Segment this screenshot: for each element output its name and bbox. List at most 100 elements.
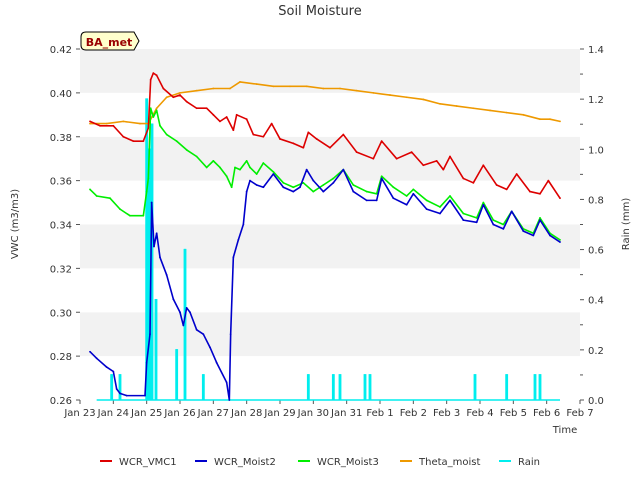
data-point bbox=[202, 333, 205, 336]
data-point bbox=[449, 155, 451, 158]
data-point bbox=[539, 192, 541, 195]
data-point bbox=[322, 190, 325, 193]
data-point bbox=[492, 223, 495, 226]
grid-band bbox=[80, 268, 580, 313]
right-axis-label: Rain (mm) bbox=[621, 198, 632, 251]
data-point bbox=[189, 311, 191, 314]
data-point bbox=[522, 113, 525, 116]
data-point bbox=[322, 87, 325, 90]
right-tick-label: 0.2 bbox=[588, 346, 604, 357]
data-point bbox=[239, 81, 241, 83]
data-point bbox=[482, 203, 485, 206]
site-badge-box bbox=[80, 31, 140, 51]
data-point bbox=[152, 72, 155, 75]
rain-spike-point bbox=[369, 374, 371, 376]
data-point bbox=[119, 208, 121, 211]
data-point bbox=[439, 212, 441, 215]
data-point bbox=[99, 124, 101, 127]
legend-item: Rain bbox=[499, 457, 540, 468]
grid-band bbox=[80, 136, 580, 181]
right-tick-label: 0.6 bbox=[588, 246, 604, 257]
data-point bbox=[109, 197, 111, 200]
data-point bbox=[225, 381, 228, 384]
data-point bbox=[482, 164, 485, 167]
rain-spike-point bbox=[155, 298, 157, 301]
data-point bbox=[410, 151, 413, 154]
data-point bbox=[389, 94, 391, 96]
legend-label: WCR_Moist2 bbox=[214, 457, 276, 468]
data-point bbox=[147, 177, 150, 180]
data-point bbox=[175, 140, 178, 143]
data-point bbox=[380, 140, 383, 143]
data-point bbox=[495, 184, 498, 186]
data-point bbox=[132, 140, 135, 143]
data-point bbox=[472, 181, 475, 184]
grid-band bbox=[80, 356, 580, 400]
data-point bbox=[365, 190, 368, 193]
data-point bbox=[215, 361, 218, 364]
data-point bbox=[307, 131, 310, 134]
data-point bbox=[239, 168, 241, 171]
data-point bbox=[185, 100, 188, 103]
legend-label: WCR_VMC1 bbox=[119, 457, 177, 468]
rain-spike-point bbox=[307, 374, 310, 376]
data-point bbox=[352, 184, 355, 186]
data-point bbox=[492, 219, 495, 222]
data-point bbox=[249, 166, 251, 169]
data-point bbox=[475, 217, 478, 219]
data-point bbox=[159, 256, 161, 259]
x-tick-label: Jan 28 bbox=[230, 408, 262, 419]
legend-label: WCR_Moist3 bbox=[317, 457, 379, 468]
data-point bbox=[475, 221, 478, 224]
data-point bbox=[235, 113, 238, 116]
x-tick-label: Feb 3 bbox=[433, 408, 460, 419]
rain-spike-point bbox=[110, 374, 113, 376]
data-point bbox=[179, 94, 181, 96]
data-point bbox=[342, 133, 345, 136]
data-point bbox=[105, 366, 108, 368]
data-point bbox=[435, 159, 438, 162]
rain-spike-point bbox=[534, 374, 536, 376]
data-point bbox=[392, 197, 395, 200]
data-point bbox=[289, 85, 291, 88]
data-point bbox=[179, 311, 181, 314]
data-point bbox=[262, 186, 265, 189]
left-tick-label: 0.34 bbox=[50, 221, 72, 232]
data-point bbox=[149, 333, 151, 336]
data-point bbox=[462, 212, 465, 215]
data-point bbox=[422, 164, 425, 167]
data-point bbox=[462, 219, 465, 222]
x-tick-label: Jan 29 bbox=[263, 408, 295, 419]
left-tick-label: 0.40 bbox=[50, 89, 72, 100]
data-point bbox=[449, 195, 451, 197]
data-point bbox=[155, 109, 158, 112]
data-point bbox=[185, 306, 188, 309]
x-tick-label: Jan 27 bbox=[197, 408, 229, 419]
data-point bbox=[505, 111, 508, 114]
data-point bbox=[165, 96, 168, 99]
left-tick-label: 0.38 bbox=[50, 133, 72, 144]
data-point bbox=[225, 175, 228, 178]
data-point bbox=[159, 124, 161, 127]
legend-label: Theta_moist bbox=[418, 457, 480, 468]
data-point bbox=[332, 177, 335, 180]
data-point bbox=[375, 192, 378, 195]
data-point bbox=[122, 120, 125, 123]
data-point bbox=[147, 127, 150, 129]
rain-line bbox=[96, 98, 560, 401]
data-point bbox=[232, 129, 235, 132]
data-point bbox=[144, 394, 146, 397]
data-point bbox=[225, 116, 228, 118]
data-point bbox=[539, 217, 541, 219]
rain-spike-point bbox=[151, 123, 153, 126]
grid-band bbox=[80, 224, 580, 269]
rain-spike-point bbox=[202, 374, 205, 376]
rain-spike-point bbox=[332, 374, 335, 376]
data-point bbox=[532, 234, 535, 237]
data-point bbox=[195, 328, 198, 331]
data-point bbox=[372, 157, 375, 160]
data-point bbox=[122, 135, 125, 138]
data-point bbox=[150, 201, 153, 204]
data-point bbox=[195, 155, 198, 158]
rain-spike-point bbox=[175, 349, 178, 351]
